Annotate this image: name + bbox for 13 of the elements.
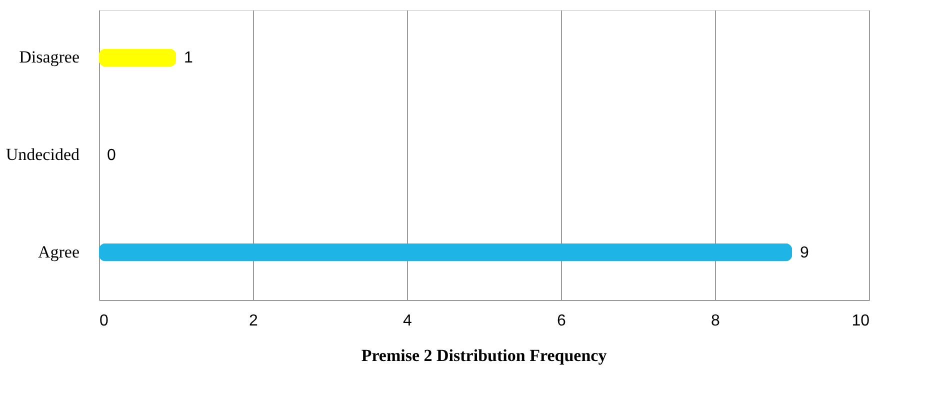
x-tick-label: 6 bbox=[557, 312, 566, 330]
data-label: 1 bbox=[184, 50, 193, 67]
data-label: 0 bbox=[107, 147, 116, 164]
x-tick-label: 2 bbox=[249, 312, 258, 330]
y-tick-label: Disagree bbox=[19, 48, 80, 67]
x-tick-label: 10 bbox=[852, 312, 870, 330]
y-tick-label: Agree bbox=[38, 242, 80, 262]
x-tick-label: 8 bbox=[711, 312, 720, 330]
data-label: 9 bbox=[800, 244, 809, 262]
y-tick-label: Undecided bbox=[6, 145, 80, 164]
x-tick-label: 0 bbox=[100, 312, 108, 330]
text: Premise 2 Distribution Frequency bbox=[361, 346, 608, 365]
x-tick-label: 4 bbox=[403, 312, 412, 330]
